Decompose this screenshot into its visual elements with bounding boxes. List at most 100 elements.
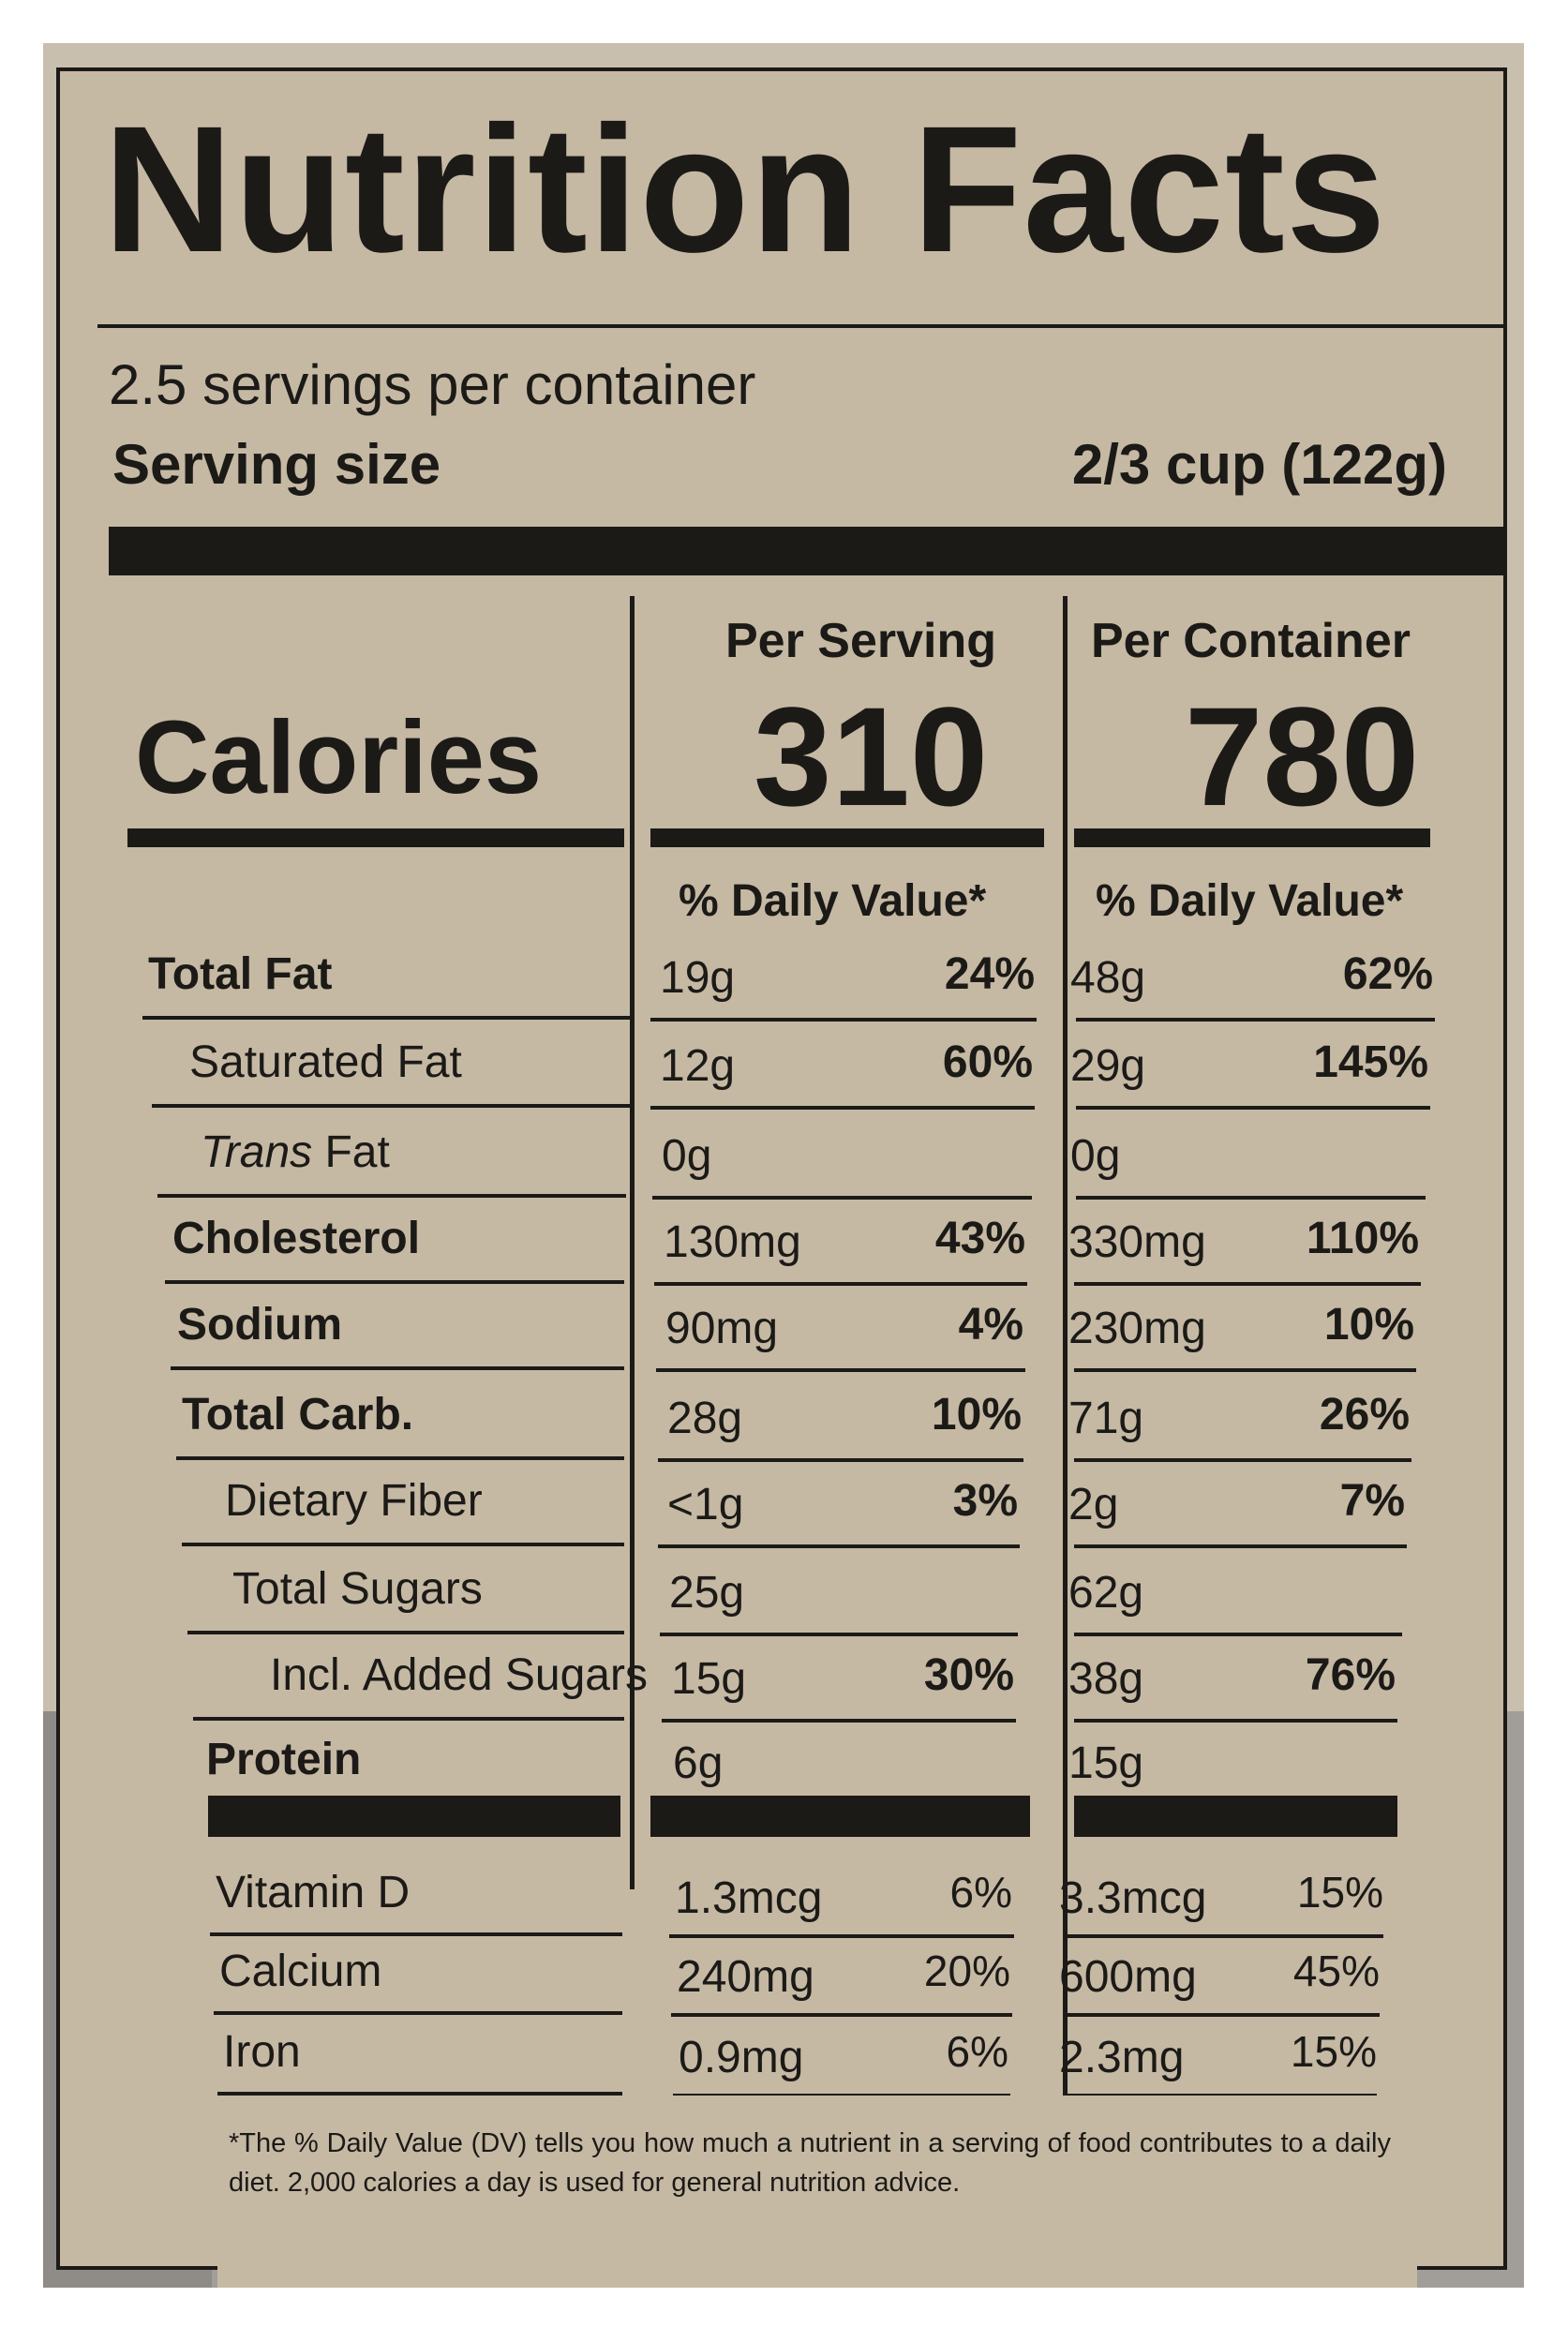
label-photo: Nutrition Facts 2.5 servings per contain… <box>43 43 1524 2288</box>
panel-title: Nutrition Facts <box>103 88 1387 290</box>
row-divider-name <box>187 1631 624 1634</box>
dv-header-serving: % Daily Value* <box>679 876 987 926</box>
row-divider-container <box>1074 1458 1411 1462</box>
vitamin-name: Iron <box>223 2027 301 2077</box>
per-container-header: Per Container <box>1091 614 1411 668</box>
vitamin-container-amount: 600mg <box>1059 1952 1197 2002</box>
serving-amount: 0g <box>662 1131 712 1181</box>
row-divider-serving <box>660 1633 1018 1636</box>
serving-amount: <1g <box>667 1480 744 1529</box>
container-percent: 10% <box>1323 1300 1414 1350</box>
vitamin-serving-amount: 0.9mg <box>679 2033 804 2082</box>
row-divider-container <box>1074 1282 1421 1286</box>
row-divider-serving <box>658 1544 1020 1548</box>
nutrient-name: Total Carb. <box>182 1390 414 1440</box>
vitamin-name: Vitamin D <box>216 1868 411 1917</box>
nutrient-name: Trans Fat <box>201 1130 390 1175</box>
servings-per-container: 2.5 servings per container <box>109 353 756 416</box>
row-divider-container <box>1074 1719 1397 1723</box>
serving-amount: 12g <box>660 1041 736 1091</box>
nutrient-name: Protein <box>206 1735 362 1784</box>
row-divider-name <box>152 1104 630 1108</box>
container-amount: 230mg <box>1068 1304 1206 1353</box>
vitamin-container-percent: 15% <box>1290 2027 1377 2076</box>
serving-percent: 60% <box>942 1037 1033 1087</box>
row-divider-serving <box>656 1368 1025 1372</box>
vitamin-container-percent: 45% <box>1292 1947 1380 1995</box>
nutrient-name: Dietary Fiber <box>225 1476 483 1526</box>
row-divider-name <box>182 1543 624 1546</box>
row-divider-serving <box>662 1719 1016 1723</box>
row-divider-name <box>157 1194 626 1198</box>
nutrient-name: Saturated Fat <box>189 1037 462 1087</box>
footnote: *The % Daily Value (DV) tells you how mu… <box>229 2128 1391 2198</box>
container-percent: 76% <box>1305 1650 1396 1700</box>
vitamin-divider-container <box>1067 1934 1383 1938</box>
row-divider-serving <box>654 1282 1027 1286</box>
serving-percent: 30% <box>923 1650 1014 1700</box>
row-divider-serving <box>658 1458 1023 1462</box>
row-divider-container <box>1076 1018 1435 1022</box>
nutrient-name: Incl. Added Sugars <box>270 1650 648 1700</box>
serving-percent: 4% <box>958 1300 1023 1350</box>
footnote-area <box>217 2096 1417 2288</box>
serving-amount: 130mg <box>664 1217 801 1267</box>
nutrition-facts-panel: Nutrition Facts 2.5 servings per contain… <box>56 67 1507 2288</box>
nutrient-name-rest: Fat <box>312 1127 390 1177</box>
row-divider-name <box>193 1717 624 1721</box>
serving-size-label: Serving size <box>112 433 441 496</box>
nutrient-name: Sodium <box>177 1300 342 1350</box>
nutrient-name: Cholesterol <box>172 1214 421 1263</box>
container-percent: 26% <box>1319 1390 1410 1440</box>
row-divider-serving <box>652 1196 1032 1200</box>
container-amount: 48g <box>1070 953 1146 1003</box>
vitamin-container-percent: 15% <box>1296 1868 1383 1917</box>
vitamin-container-amount: 3.3mcg <box>1059 1873 1207 1923</box>
container-amount: 62g <box>1068 1568 1144 1618</box>
thick-bar-vitamins-container <box>1074 1796 1397 1837</box>
thick-bar-vitamins-left <box>208 1796 620 1837</box>
vitamin-divider-container <box>1067 2013 1380 2017</box>
serving-percent: 43% <box>934 1214 1025 1263</box>
row-divider-container <box>1076 1196 1426 1200</box>
nutrient-name: Total Sugars <box>232 1564 483 1614</box>
container-percent: 7% <box>1339 1476 1405 1526</box>
container-percent: 145% <box>1313 1037 1428 1087</box>
vitamin-divider-name <box>217 2092 622 2096</box>
serving-amount: 15g <box>671 1654 747 1704</box>
serving-percent: 3% <box>952 1476 1018 1526</box>
row-divider-container <box>1074 1544 1407 1548</box>
serving-amount: 90mg <box>665 1304 779 1353</box>
calories-bar-left <box>127 828 624 847</box>
serving-amount: 25g <box>669 1568 745 1618</box>
vitamin-serving-percent: 20% <box>923 1947 1010 1995</box>
row-divider-serving <box>650 1106 1035 1110</box>
serving-amount: 28g <box>667 1394 743 1443</box>
title-rule <box>97 324 1503 328</box>
vitamin-serving-percent: 6% <box>946 2027 1008 2076</box>
row-divider-name <box>176 1456 624 1460</box>
container-amount: 2g <box>1068 1480 1119 1529</box>
vitamin-serving-percent: 6% <box>949 1868 1012 1917</box>
calories-label: Calories <box>135 700 543 815</box>
nutrient-name-italic: Trans <box>201 1127 313 1177</box>
container-amount: 38g <box>1068 1654 1144 1704</box>
vitamin-divider-serving <box>671 2013 1012 2017</box>
serving-amount: 6g <box>673 1738 724 1788</box>
row-divider-container <box>1076 1106 1430 1110</box>
row-divider-name <box>171 1366 624 1370</box>
vitamin-divider-name <box>214 2011 622 2015</box>
container-amount: 29g <box>1070 1041 1146 1091</box>
row-divider-container <box>1074 1368 1416 1372</box>
vitamin-divider-serving <box>669 1934 1014 1938</box>
calories-bar-serving <box>650 828 1044 847</box>
container-percent: 62% <box>1342 949 1433 999</box>
container-amount: 330mg <box>1068 1217 1206 1267</box>
serving-size-value: 2/3 cup (122g) <box>1071 433 1447 496</box>
container-amount: 15g <box>1068 1738 1144 1788</box>
thick-bar-top <box>109 527 1503 575</box>
vitamin-serving-amount: 1.3mcg <box>675 1873 823 1923</box>
calories-per-container: 780 <box>1185 678 1420 835</box>
vitamin-divider-name <box>210 1932 622 1936</box>
vitamin-container-amount: 2.3mg <box>1059 2033 1185 2082</box>
